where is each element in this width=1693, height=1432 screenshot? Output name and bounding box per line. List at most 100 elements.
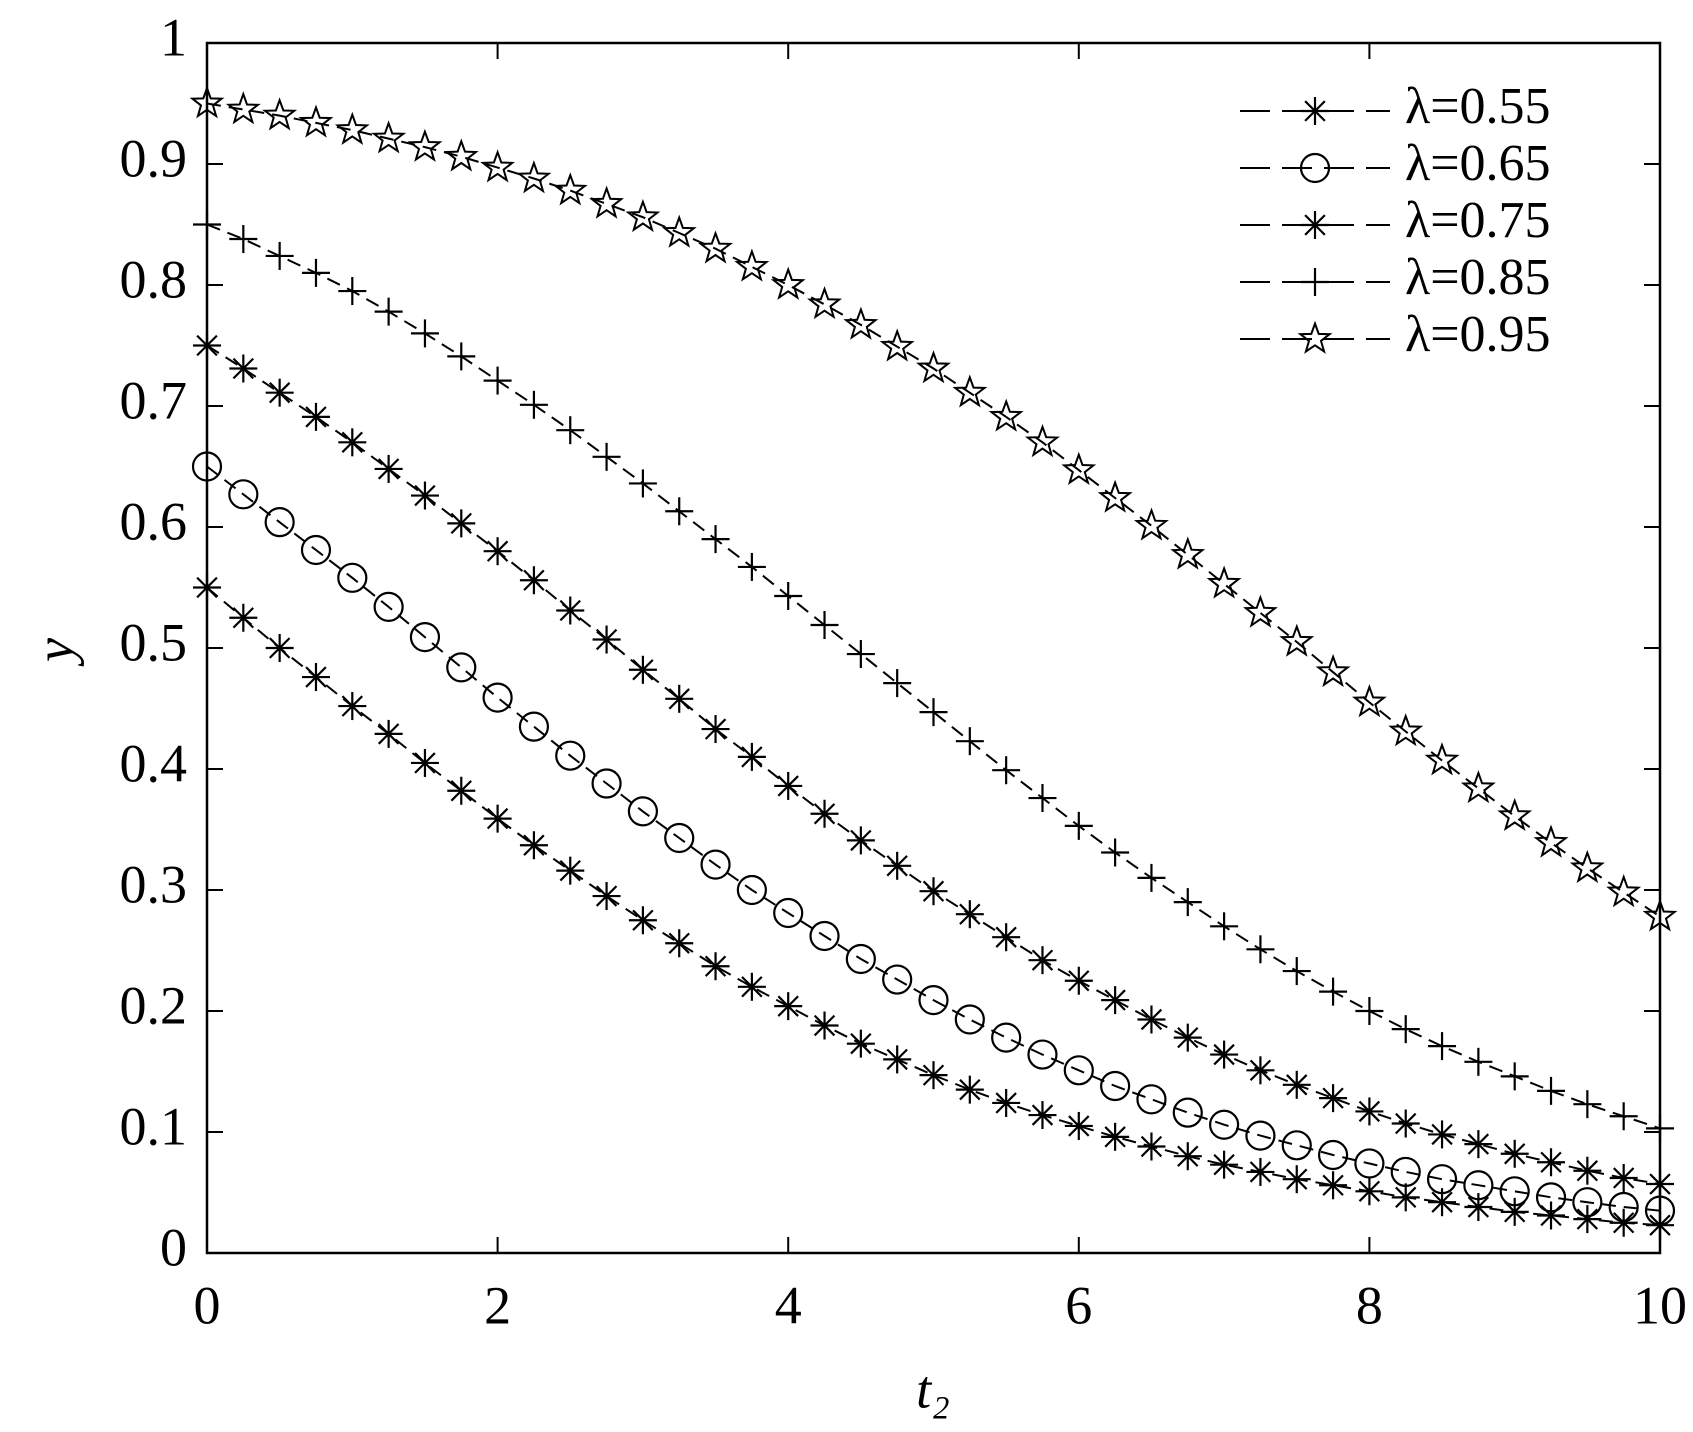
marker-stroke bbox=[450, 512, 472, 535]
marker bbox=[225, 91, 261, 125]
marker bbox=[774, 992, 803, 1021]
marker bbox=[229, 225, 258, 254]
marker-stroke bbox=[589, 185, 624, 219]
marker-stroke bbox=[1133, 507, 1169, 541]
marker bbox=[627, 796, 659, 827]
marker bbox=[1245, 1120, 1276, 1151]
marker-stroke bbox=[922, 1064, 945, 1086]
marker bbox=[1354, 1148, 1385, 1179]
marker-stroke bbox=[1100, 1070, 1131, 1102]
marker-stroke bbox=[1612, 1212, 1635, 1234]
marker bbox=[1173, 888, 1202, 917]
marker bbox=[591, 768, 622, 799]
marker-stroke bbox=[1395, 1112, 1417, 1135]
marker-stroke bbox=[482, 682, 513, 713]
marker bbox=[992, 756, 1021, 785]
x-tick-label: 4 bbox=[775, 1275, 802, 1335]
marker-stroke bbox=[954, 1004, 985, 1035]
marker bbox=[1246, 1157, 1275, 1186]
marker-stroke bbox=[523, 569, 545, 591]
marker-stroke bbox=[777, 995, 799, 1017]
marker-stroke bbox=[1504, 1201, 1526, 1223]
marker-stroke bbox=[1024, 423, 1060, 458]
marker-stroke bbox=[1063, 1055, 1094, 1086]
marker-stroke bbox=[377, 723, 400, 745]
marker bbox=[556, 856, 585, 885]
marker bbox=[1500, 1197, 1529, 1226]
marker-stroke bbox=[991, 1022, 1022, 1053]
marker-stroke bbox=[809, 920, 840, 952]
legend-label: λ=0.95 bbox=[1405, 306, 1551, 363]
marker-stroke bbox=[1395, 1186, 1417, 1209]
marker bbox=[1173, 1023, 1202, 1052]
marker-stroke bbox=[1279, 623, 1315, 657]
y-axis-label: y bbox=[24, 638, 84, 667]
marker-stroke bbox=[1245, 1120, 1276, 1151]
marker bbox=[1573, 1090, 1602, 1119]
marker-stroke bbox=[443, 138, 479, 172]
marker-stroke bbox=[268, 382, 291, 404]
marker bbox=[1319, 1084, 1348, 1113]
y-tick-label: 1 bbox=[160, 7, 187, 67]
marker bbox=[988, 398, 1024, 432]
marker-stroke bbox=[1172, 1097, 1203, 1128]
marker bbox=[955, 727, 984, 756]
marker bbox=[665, 684, 694, 713]
marker bbox=[1609, 1102, 1638, 1131]
marker bbox=[265, 634, 294, 662]
marker-stroke bbox=[1431, 1123, 1453, 1146]
marker bbox=[919, 877, 948, 906]
marker bbox=[879, 328, 915, 362]
marker bbox=[774, 581, 803, 610]
marker bbox=[846, 640, 875, 669]
marker-stroke bbox=[232, 357, 255, 380]
marker bbox=[374, 454, 403, 483]
marker bbox=[952, 374, 988, 408]
marker-stroke bbox=[559, 859, 581, 882]
marker-stroke bbox=[1317, 1139, 1349, 1171]
marker bbox=[518, 711, 550, 742]
marker-stroke bbox=[595, 628, 618, 651]
marker bbox=[846, 1029, 875, 1058]
marker-stroke bbox=[1177, 1145, 1199, 1167]
marker-stroke bbox=[300, 534, 332, 566]
marker bbox=[447, 776, 476, 805]
marker bbox=[1464, 1130, 1493, 1159]
marker bbox=[1136, 1084, 1167, 1115]
marker-stroke bbox=[523, 834, 545, 856]
marker bbox=[1173, 1142, 1202, 1171]
marker-stroke bbox=[916, 350, 951, 384]
marker-stroke bbox=[1649, 1173, 1671, 1195]
marker bbox=[1569, 849, 1605, 884]
marker bbox=[483, 366, 512, 395]
marker bbox=[334, 111, 370, 146]
marker-stroke bbox=[559, 599, 581, 622]
marker-stroke bbox=[704, 955, 727, 977]
y-tick-label: 0.5 bbox=[120, 612, 188, 672]
marker bbox=[193, 331, 221, 360]
marker bbox=[1301, 211, 1329, 239]
marker bbox=[1390, 1156, 1421, 1188]
marker-stroke bbox=[1533, 824, 1569, 858]
marker-stroke bbox=[1249, 1059, 1272, 1081]
marker bbox=[374, 297, 403, 326]
marker-stroke bbox=[741, 746, 763, 768]
marker bbox=[846, 826, 875, 855]
y-tick-label: 0.3 bbox=[120, 854, 188, 914]
marker bbox=[1609, 1208, 1638, 1237]
marker-stroke bbox=[1426, 1164, 1458, 1195]
marker-stroke bbox=[700, 849, 731, 880]
marker bbox=[1137, 863, 1166, 892]
marker bbox=[1464, 1193, 1493, 1222]
marker bbox=[1281, 1130, 1312, 1161]
marker bbox=[1460, 770, 1496, 804]
marker-stroke bbox=[1031, 1104, 1054, 1126]
marker-stroke bbox=[1504, 1143, 1526, 1165]
marker-stroke bbox=[1606, 874, 1642, 908]
marker bbox=[1028, 946, 1057, 975]
marker-stroke bbox=[1572, 1187, 1603, 1218]
series-line bbox=[206, 586, 1661, 1227]
marker-stroke bbox=[1535, 1182, 1567, 1213]
marker-stroke bbox=[632, 909, 654, 931]
marker-stroke bbox=[850, 829, 872, 852]
